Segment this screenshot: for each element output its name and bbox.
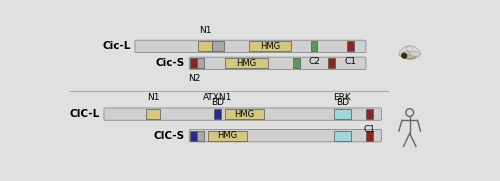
Bar	[225, 109, 264, 119]
Ellipse shape	[406, 46, 420, 56]
Text: C1: C1	[364, 125, 376, 134]
Bar	[198, 58, 204, 68]
Text: ATXN1: ATXN1	[203, 93, 232, 102]
Bar	[146, 109, 160, 119]
Bar	[198, 41, 212, 51]
Bar	[214, 109, 222, 119]
Ellipse shape	[402, 53, 407, 58]
Text: HMG: HMG	[260, 42, 280, 51]
Bar	[190, 58, 198, 68]
Bar	[208, 131, 247, 141]
FancyBboxPatch shape	[189, 57, 366, 70]
Bar	[347, 41, 354, 51]
Bar	[190, 131, 198, 141]
Text: BD: BD	[336, 98, 349, 107]
FancyBboxPatch shape	[104, 108, 382, 120]
Text: N1: N1	[147, 93, 160, 102]
Bar	[334, 131, 351, 141]
Bar	[334, 109, 351, 119]
Bar	[366, 131, 374, 141]
Text: BD: BD	[211, 98, 224, 107]
Bar	[225, 58, 268, 68]
Text: HMG: HMG	[218, 131, 238, 140]
Text: C2: C2	[308, 57, 320, 66]
Text: Cic-S: Cic-S	[156, 58, 185, 68]
Ellipse shape	[402, 52, 416, 59]
FancyBboxPatch shape	[135, 40, 366, 52]
Ellipse shape	[399, 46, 413, 56]
Bar	[198, 131, 204, 141]
Bar	[212, 41, 224, 51]
Text: HMG: HMG	[236, 59, 256, 68]
Text: HMG: HMG	[234, 110, 255, 119]
Text: N2: N2	[188, 74, 200, 83]
FancyBboxPatch shape	[189, 130, 382, 142]
Text: CIC-S: CIC-S	[154, 131, 185, 141]
Bar	[292, 58, 300, 68]
Bar	[328, 58, 336, 68]
Bar	[366, 109, 374, 119]
Ellipse shape	[400, 51, 410, 57]
Text: N1: N1	[199, 26, 211, 35]
Bar	[310, 41, 318, 51]
Ellipse shape	[409, 51, 420, 57]
Text: Cic-L: Cic-L	[102, 41, 130, 51]
Text: C1: C1	[344, 57, 356, 66]
Text: ERK: ERK	[334, 93, 351, 102]
Bar	[248, 41, 291, 51]
Text: CIC-L: CIC-L	[70, 109, 100, 119]
